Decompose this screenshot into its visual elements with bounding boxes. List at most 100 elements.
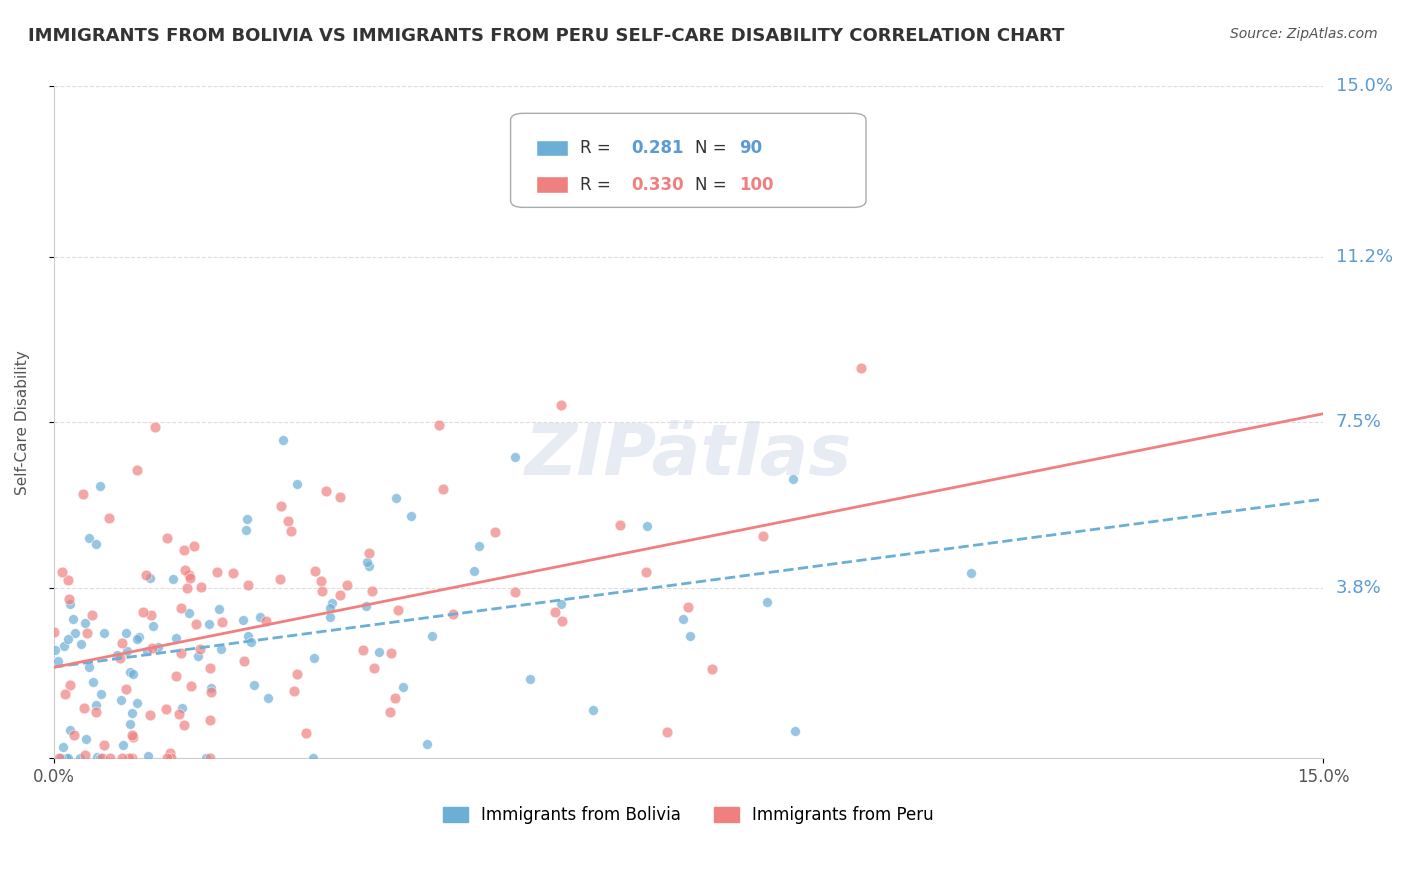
- Point: [359, 546, 381, 560]
- Point: [79, 531, 101, 545]
- Point: [105, 648, 128, 663]
- Point: [416, 737, 439, 751]
- Point: [356, 555, 378, 569]
- Point: [89, 751, 111, 765]
- Point: [782, 472, 804, 486]
- Point: [329, 490, 352, 504]
- Point: [551, 614, 574, 628]
- Point: [69, 751, 91, 765]
- Point: [111, 751, 134, 765]
- Point: [156, 531, 179, 545]
- Point: [222, 566, 245, 580]
- Point: [128, 630, 150, 644]
- Point: [58, 592, 80, 607]
- Point: [146, 640, 169, 654]
- Point: [243, 678, 266, 692]
- Point: [302, 651, 325, 665]
- Point: [368, 645, 391, 659]
- Point: [172, 701, 194, 715]
- Point: [200, 685, 222, 699]
- Point: [56, 574, 79, 588]
- Point: [51, 566, 73, 580]
- Point: [56, 632, 79, 646]
- Point: [53, 686, 76, 700]
- Point: [82, 675, 104, 690]
- Point: [59, 678, 82, 692]
- Point: [315, 483, 337, 498]
- Point: [160, 751, 183, 765]
- Text: 0.330: 0.330: [631, 176, 683, 194]
- Point: [302, 751, 325, 765]
- Point: [44, 643, 66, 657]
- Point: [187, 648, 209, 663]
- Point: [755, 595, 778, 609]
- Point: [198, 751, 221, 765]
- Point: [280, 524, 302, 538]
- Point: [283, 683, 305, 698]
- Text: 7.5%: 7.5%: [1336, 413, 1382, 432]
- FancyBboxPatch shape: [536, 140, 568, 156]
- Text: IMMIGRANTS FROM BOLIVIA VS IMMIGRANTS FROM PERU SELF-CARE DISABILITY CORRELATION: IMMIGRANTS FROM BOLIVIA VS IMMIGRANTS FR…: [28, 27, 1064, 45]
- Point: [959, 566, 981, 581]
- Point: [190, 581, 212, 595]
- Point: [139, 707, 162, 722]
- Point: [336, 578, 359, 592]
- FancyBboxPatch shape: [536, 177, 568, 193]
- Point: [751, 529, 773, 543]
- Point: [121, 706, 143, 720]
- Point: [380, 705, 402, 719]
- Point: [177, 606, 200, 620]
- Point: [294, 725, 316, 739]
- Point: [86, 750, 108, 764]
- Point: [195, 751, 218, 765]
- Point: [80, 607, 103, 622]
- Point: [186, 617, 208, 632]
- Point: [65, 626, 87, 640]
- Point: [676, 600, 699, 615]
- Text: 100: 100: [740, 176, 773, 194]
- Point: [319, 601, 342, 615]
- Point: [48, 751, 70, 765]
- Point: [115, 644, 138, 658]
- Point: [62, 612, 84, 626]
- Point: [46, 654, 69, 668]
- Point: [169, 707, 191, 722]
- Point: [636, 519, 658, 533]
- Point: [49, 751, 72, 765]
- Point: [120, 665, 142, 679]
- Text: 90: 90: [740, 139, 762, 157]
- Text: N =: N =: [695, 139, 731, 157]
- Point: [211, 615, 233, 629]
- Point: [121, 666, 143, 681]
- Point: [235, 523, 257, 537]
- Point: [309, 574, 332, 589]
- Point: [56, 751, 79, 765]
- Point: [240, 635, 263, 649]
- Point: [319, 610, 342, 624]
- Point: [256, 614, 278, 628]
- Point: [73, 701, 96, 715]
- Point: [380, 647, 402, 661]
- Point: [205, 566, 228, 580]
- Point: [42, 624, 65, 639]
- Point: [236, 629, 259, 643]
- Point: [679, 630, 702, 644]
- Point: [484, 524, 506, 539]
- Point: [89, 479, 111, 493]
- Point: [392, 680, 415, 694]
- Point: [273, 433, 295, 447]
- Point: [544, 605, 567, 619]
- FancyBboxPatch shape: [510, 113, 866, 207]
- Point: [121, 751, 143, 765]
- Point: [173, 542, 195, 557]
- Point: [179, 571, 201, 585]
- Point: [91, 751, 114, 765]
- Point: [143, 420, 166, 434]
- Point: [142, 619, 165, 633]
- Point: [441, 607, 464, 621]
- Point: [176, 581, 198, 595]
- Point: [352, 643, 374, 657]
- Point: [285, 667, 308, 681]
- Y-axis label: Self-Care Disability: Self-Care Disability: [15, 350, 30, 495]
- Point: [270, 500, 292, 514]
